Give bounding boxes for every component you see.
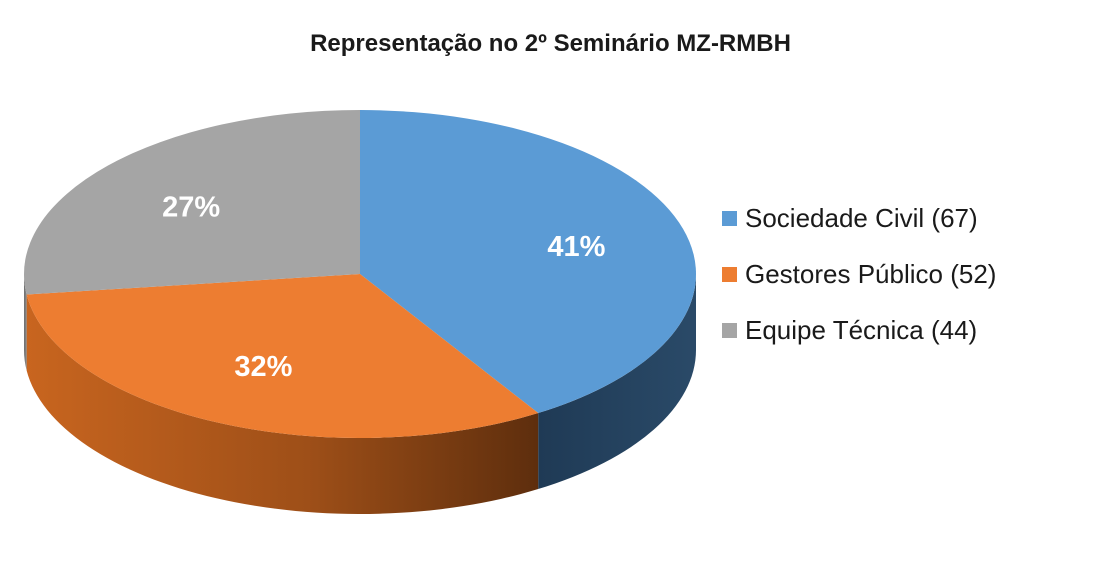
slice-label-gestores-publico: 32% xyxy=(234,351,292,383)
legend-label: Sociedade Civil (67) xyxy=(745,202,978,233)
slice-label-equipe-tecnica: 27% xyxy=(162,192,220,224)
slice-side-gestores-publico xyxy=(26,294,539,514)
slice-side-equipe-tecnica xyxy=(24,274,27,371)
legend-item-equipe-tecnica: Equipe Técnica (44) xyxy=(722,302,996,358)
legend-label: Gestores Público (52) xyxy=(745,258,997,289)
legend-swatch xyxy=(722,266,737,282)
slice-side-sociedade-civil xyxy=(538,274,696,490)
slice-label-sociedade-civil: 41% xyxy=(547,231,605,263)
slice-sociedade-civil xyxy=(360,110,697,414)
legend: Sociedade Civil (67) Gestores Público (52… xyxy=(722,190,996,358)
legend-label: Equipe Técnica (44) xyxy=(745,314,978,345)
chart-title: Representação no 2º Seminário MZ-RMBH xyxy=(310,30,791,57)
slice-gestores-publico xyxy=(26,274,539,439)
slice-equipe-tecnica xyxy=(23,110,360,295)
legend-swatch xyxy=(722,210,737,226)
legend-item-sociedade-civil: Sociedade Civil (67) xyxy=(722,190,996,246)
legend-swatch xyxy=(722,322,737,338)
legend-item-gestores-publico: Gestores Público (52) xyxy=(722,246,996,302)
